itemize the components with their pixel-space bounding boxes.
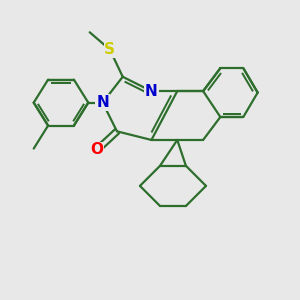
Text: N: N	[145, 84, 158, 99]
Text: O: O	[90, 142, 104, 158]
Text: N: N	[96, 95, 109, 110]
Text: S: S	[104, 42, 115, 57]
